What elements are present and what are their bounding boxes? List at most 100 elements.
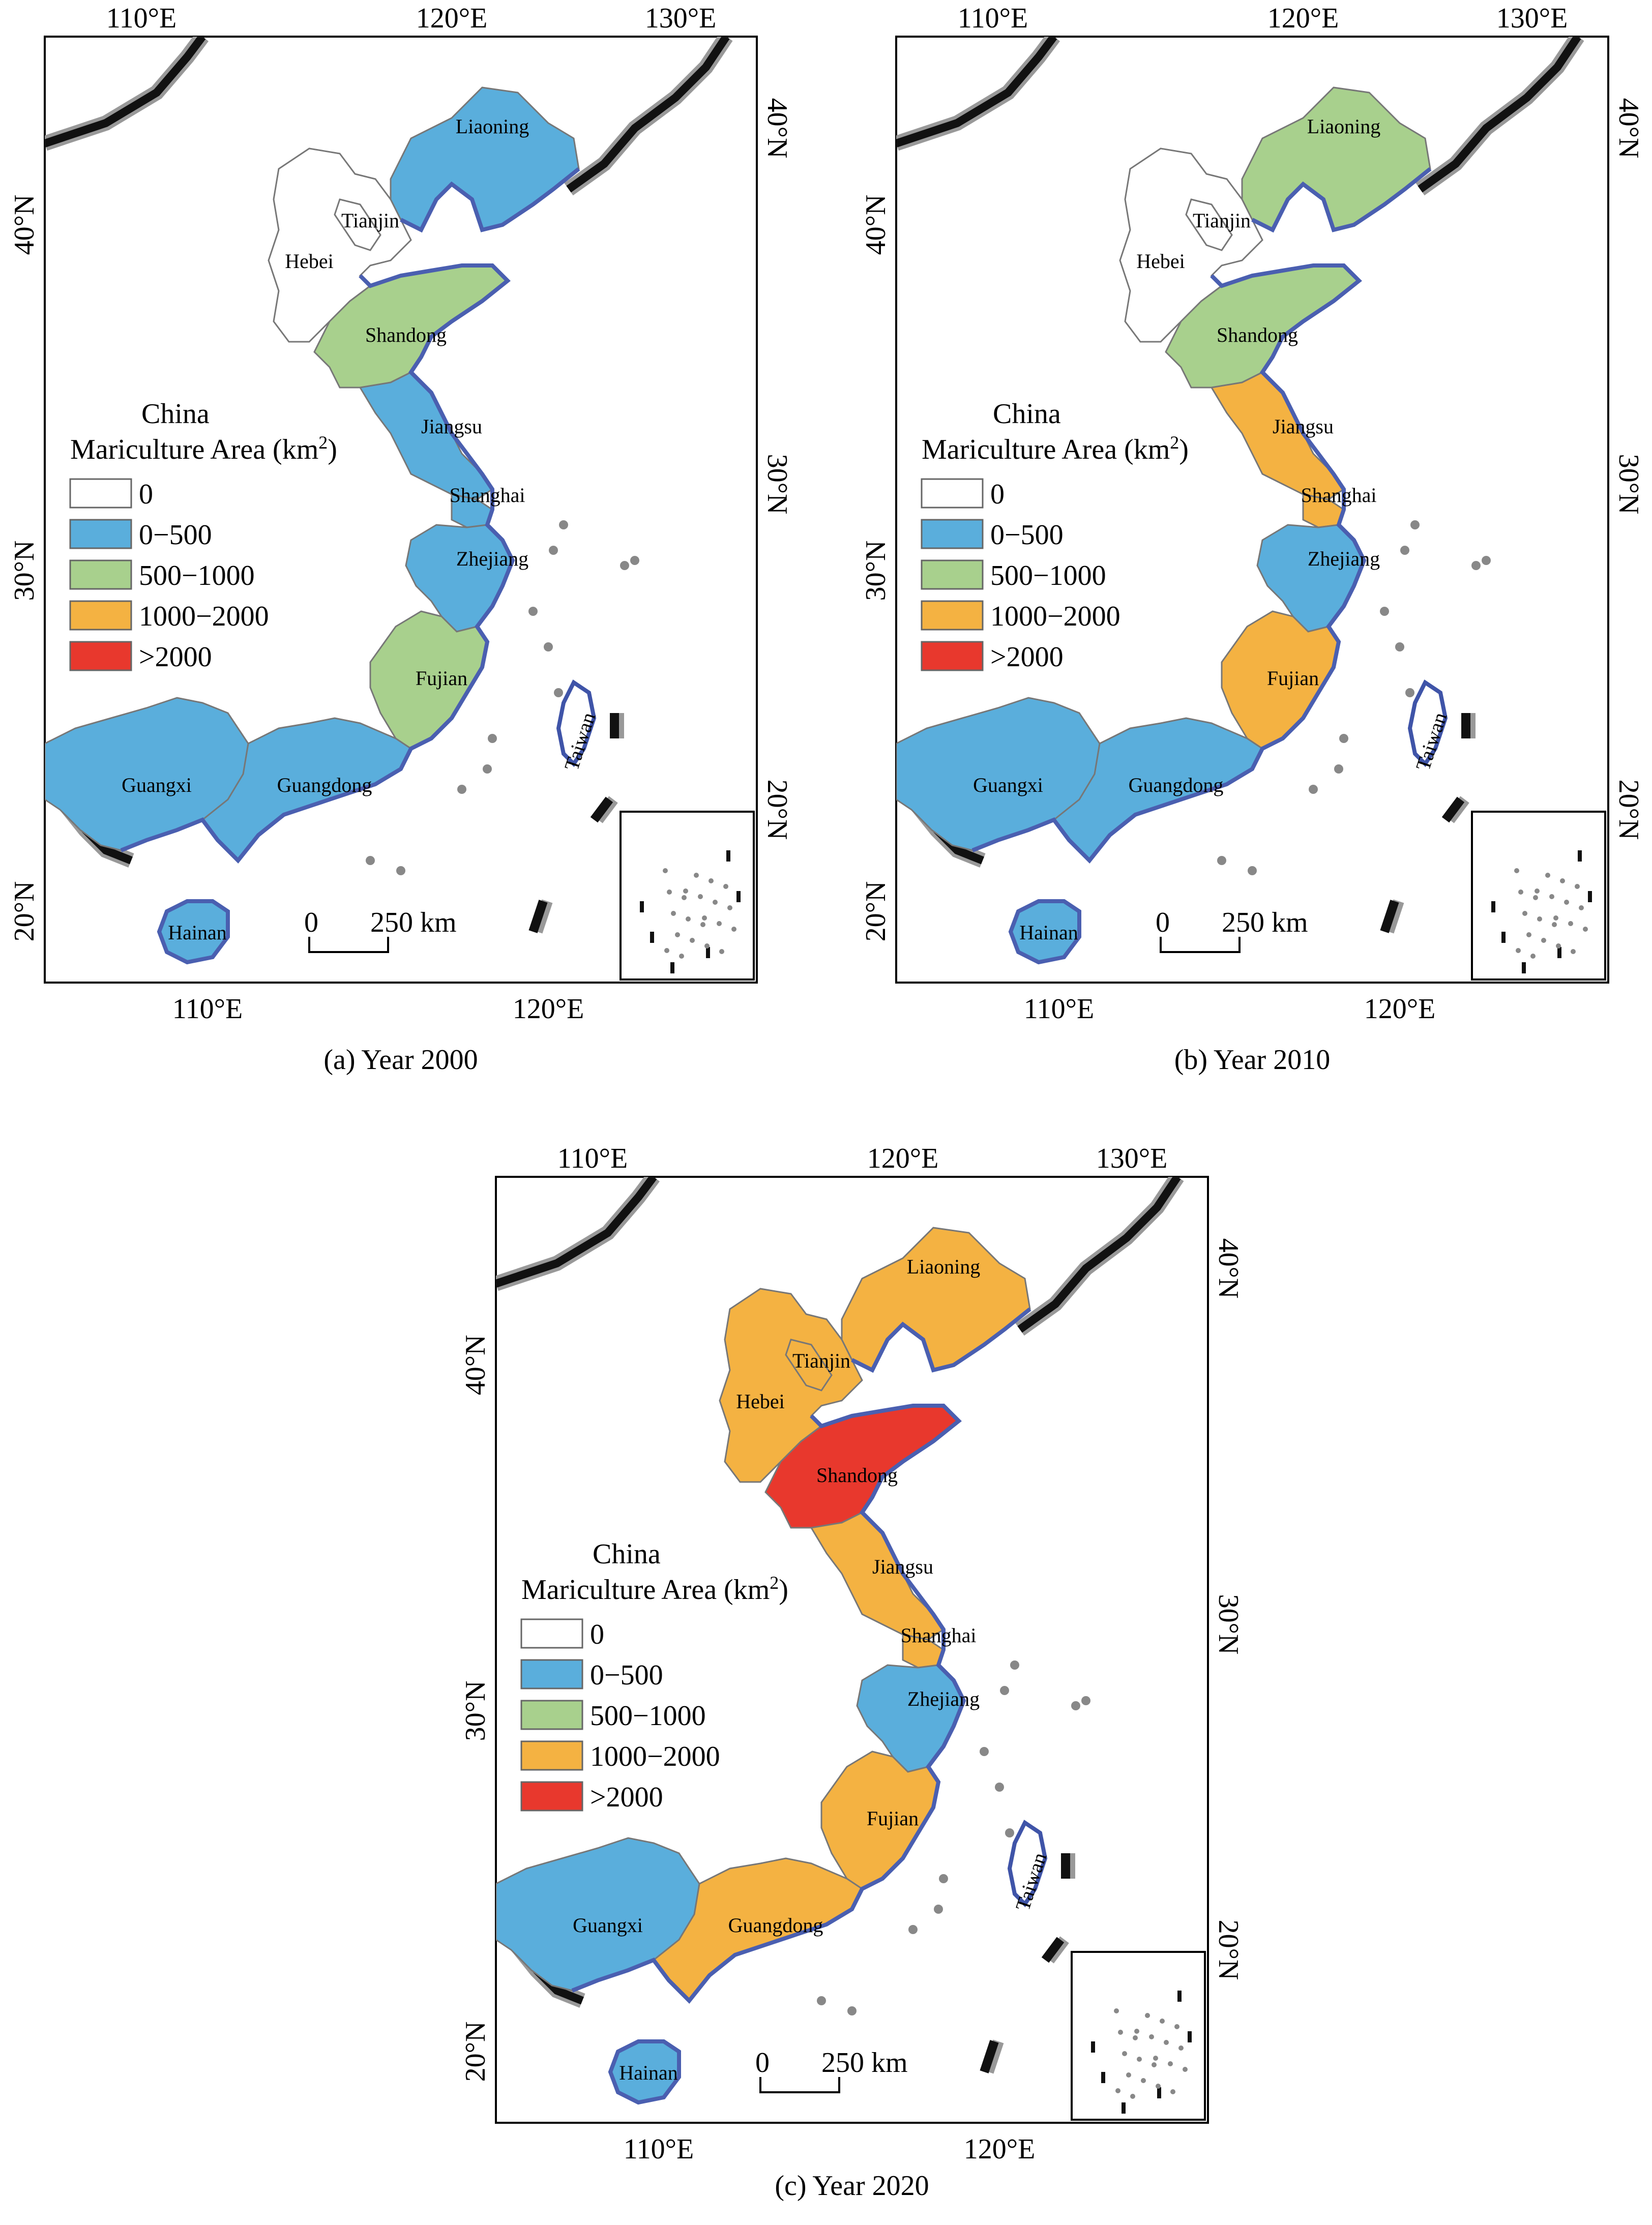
label-hebei: Hebei	[1136, 250, 1185, 273]
inset-island	[1178, 2045, 1184, 2051]
scale-bar: 0 250 km	[304, 907, 457, 953]
inset-island	[1141, 2078, 1146, 2083]
national-border	[1017, 1177, 1181, 1333]
island-dot	[483, 764, 492, 774]
inset-dash	[1122, 2102, 1126, 2114]
tick-top: 130°E	[1096, 1143, 1168, 1174]
inset-island	[1168, 2061, 1173, 2066]
inset-dash	[1091, 2041, 1095, 2053]
legend-title-line1: China	[593, 1538, 661, 1570]
inset-island	[1522, 911, 1527, 916]
inset-island	[1152, 2062, 1157, 2067]
inset-island	[700, 922, 705, 927]
island-dot	[1010, 1660, 1019, 1670]
island-dot	[939, 1874, 948, 1883]
legend-title-sup: 2	[770, 1573, 779, 1593]
label-hainan: Hainan	[619, 2061, 678, 2084]
map-caption: (b) Year 2010	[1174, 1044, 1330, 1076]
legend-swatch	[520, 1700, 583, 1730]
tick-left: 40°N	[9, 195, 40, 255]
tick-right: 40°N	[761, 98, 793, 159]
scale-end: 250 km	[1222, 907, 1308, 938]
island-dot	[1339, 734, 1348, 743]
legend-swatch	[921, 559, 984, 590]
inset-dash	[670, 962, 674, 973]
legend-label: 500−1000	[990, 560, 1106, 591]
inset-island	[1552, 922, 1557, 927]
label-fujian: Fujian	[1267, 667, 1319, 690]
inset-island	[1174, 2024, 1179, 2029]
inset-dash	[1501, 932, 1506, 943]
label-tianjin: Tianjin	[341, 209, 399, 232]
inset-dash	[1588, 891, 1592, 902]
coastline	[971, 167, 1432, 864]
scale-bar: 0 250 km	[755, 2047, 908, 2093]
legend-label: 0−500	[990, 519, 1064, 551]
island-dot	[366, 856, 375, 865]
island-dot	[528, 607, 538, 616]
tick-right: 30°N	[1613, 454, 1644, 515]
legend-label: 0−500	[590, 1659, 663, 1691]
legend-label: 1000−2000	[990, 601, 1120, 632]
label-guangxi: Guangxi	[973, 774, 1043, 796]
legend-label: >2000	[990, 641, 1064, 673]
national-border	[566, 37, 730, 193]
legend-label: >2000	[590, 1782, 663, 1813]
label-tianjin: Tianjin	[792, 1349, 850, 1372]
tick-bottom: 110°E	[624, 2133, 694, 2165]
tick-left: 40°N	[860, 195, 892, 255]
legend-swatch	[69, 559, 132, 590]
tick-top: 120°E	[867, 1143, 939, 1174]
tick-right: 40°N	[1613, 98, 1644, 159]
label-shandong: Shandong	[1217, 323, 1298, 346]
label-guangdong: Guangdong	[728, 1914, 823, 1937]
legend-label: 500−1000	[139, 560, 255, 591]
inset-island	[686, 916, 691, 922]
label-fujian: Fujian	[867, 1807, 919, 1830]
inset-island	[1153, 2056, 1158, 2061]
inset-island	[1556, 943, 1561, 948]
label-jiangsu: Jiangsu	[421, 415, 482, 438]
inset-island	[667, 889, 672, 895]
legend-swatch	[921, 600, 984, 631]
legend-swatch	[921, 478, 984, 509]
island-dot	[559, 520, 568, 529]
national-border	[496, 1177, 657, 1288]
inset-dash	[1177, 1991, 1182, 2002]
inset-island	[1516, 948, 1521, 953]
legend-label: 1000−2000	[590, 1741, 720, 1772]
inset-dash	[736, 891, 741, 902]
inset-dash	[1557, 947, 1561, 958]
map-caption: (a) Year 2000	[323, 1044, 478, 1076]
inset-dash	[640, 901, 644, 912]
island-dot	[620, 561, 629, 570]
inset-dash	[1522, 962, 1526, 973]
inset-island	[1530, 954, 1536, 959]
inset-island	[698, 894, 703, 899]
island-dot	[847, 2006, 857, 2015]
tick-left: 20°N	[860, 881, 892, 942]
island-dot	[1309, 785, 1318, 794]
inset-island	[694, 873, 699, 878]
tick-right: 40°N	[1213, 1238, 1244, 1299]
tick-top: 130°E	[645, 3, 717, 34]
inset-island	[1164, 2040, 1169, 2045]
inset-island	[1149, 2034, 1154, 2039]
island-dot	[457, 785, 466, 794]
hainan-coast	[1008, 899, 1081, 965]
legend-swatch	[69, 519, 132, 549]
island-dot	[1071, 1701, 1080, 1710]
tick-right: 20°N	[1613, 780, 1644, 840]
label-liaoning: Liaoning	[907, 1255, 980, 1278]
label-jiangsu: Jiangsu	[872, 1555, 933, 1578]
inset-island	[1564, 900, 1569, 905]
inset-island	[1126, 2072, 1131, 2078]
south-china-sea-inset	[620, 811, 755, 981]
inset-island	[702, 915, 707, 921]
inset-dash	[650, 932, 654, 943]
inset-island	[717, 921, 722, 926]
legend-title-line1: China	[993, 398, 1061, 430]
province-tianjin	[1185, 198, 1233, 251]
